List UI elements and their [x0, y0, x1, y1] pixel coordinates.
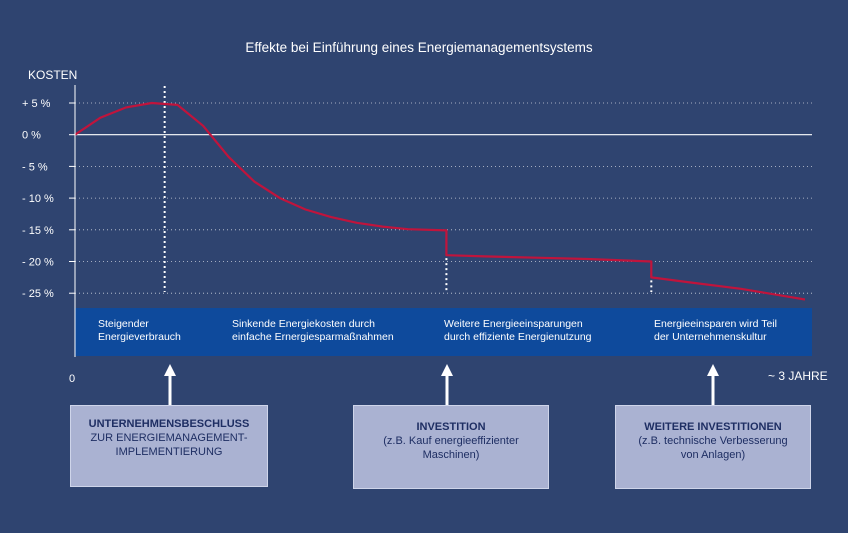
event-box-body: (z.B. Kauf energieeffizienter Maschinen) — [383, 435, 519, 461]
y-tick-label: - 25 % — [22, 288, 54, 300]
phase-label: Sinkende Energiekosten durch einfache Ern… — [232, 318, 394, 343]
y-tick-label: 0 % — [22, 130, 41, 142]
y-tick-labels: + 5 % 0 % - 5 % - 10 % - 15 % - 20 % - 25 % — [22, 98, 75, 300]
event-arrows — [164, 364, 719, 405]
phase-label: Steigender Energieverbrauch — [98, 318, 181, 343]
event-box-further-investment: WEITERE INVESTITIONEN (z.B. technische V… — [615, 405, 811, 489]
cost-curve — [74, 101, 806, 301]
chart-title: Effekte bei Einführung eines Energiemana… — [245, 40, 592, 55]
y-tick-label: - 5 % — [22, 161, 48, 173]
event-box-body: (z.B. technische Verbesserung von Anlage… — [638, 435, 788, 461]
event-box-investment: INVESTITION (z.B. Kauf energieeffiziente… — [353, 405, 549, 489]
event-arrow-head — [441, 364, 453, 376]
y-tick-label: - 20 % — [22, 257, 54, 269]
y-axis-label: KOSTEN — [28, 68, 77, 82]
y-tick-label: - 10 % — [22, 193, 54, 205]
event-arrow-head — [707, 364, 719, 376]
event-box-title: WEITERE INVESTITIONEN — [644, 421, 782, 433]
x-axis-end-label: ~ 3 JAHRE — [768, 369, 828, 383]
event-box-title: UNTERNEHMENSBESCHLUSS — [88, 418, 250, 430]
y-tick-label: - 15 % — [22, 225, 54, 237]
y-tick-label: + 5 % — [22, 98, 51, 110]
event-box-title: INVESTITION — [416, 421, 486, 433]
phase-label: Weitere Energieeinsparungen durch effizie… — [444, 318, 592, 343]
grid — [75, 102, 812, 294]
event-box-body: ZUR ENERGIEMANAGEMENT- IMPLEMENTIERUNG — [90, 432, 248, 458]
phase-label: Energieeinsparen wird Teil der Unternehme… — [654, 318, 777, 343]
event-box-decision: UNTERNEHMENSBESCHLUSS ZUR ENERGIEMANAGEM… — [70, 405, 268, 487]
phase-band — [75, 308, 812, 356]
phase-labels: Steigender Energieverbrauch Sinkende Energ… — [98, 318, 777, 343]
x-axis-start-label: 0 — [69, 373, 75, 385]
event-markers — [163, 86, 653, 292]
event-arrow-head — [164, 364, 176, 376]
